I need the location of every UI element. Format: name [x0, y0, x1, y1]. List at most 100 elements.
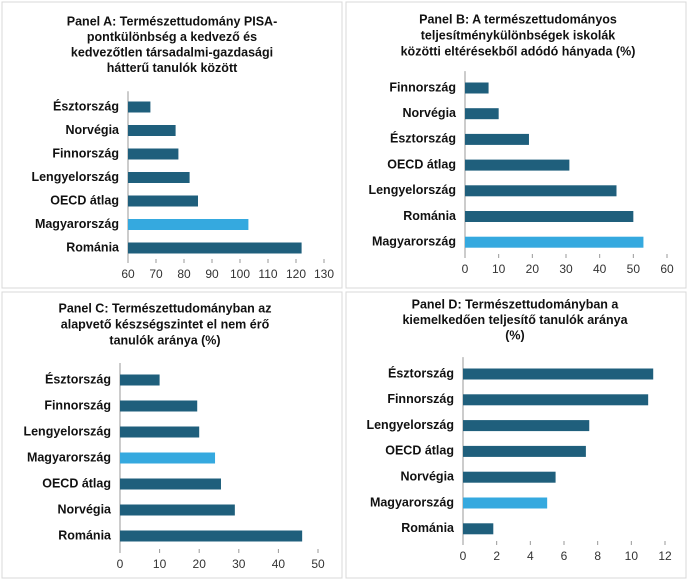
x-tick-label: 0 [117, 557, 124, 571]
panel-frame [345, 1, 687, 289]
bar [120, 530, 303, 542]
bar [120, 452, 216, 464]
category-label: Lengyelország [31, 170, 119, 184]
x-tick-label: 90 [205, 267, 219, 281]
panel-title: tanulók aránya (%) [109, 333, 220, 347]
bar [120, 504, 235, 516]
category-label: Románia [58, 528, 112, 542]
bar [120, 426, 200, 438]
category-label: Magyarország [370, 495, 454, 509]
panel-title: Panel A: Természettudomány PISA- [67, 14, 277, 28]
bar [463, 445, 586, 457]
category-label: Észtország [390, 131, 456, 146]
x-tick-label: 0 [462, 262, 469, 276]
bar [463, 420, 590, 432]
category-label: Lengyelország [368, 183, 456, 197]
bar [128, 125, 176, 136]
category-label: Észtország [388, 365, 454, 380]
category-label: Magyarország [35, 217, 119, 231]
x-tick-label: 30 [232, 557, 246, 571]
x-tick-label: 6 [561, 549, 568, 563]
x-tick-label: 40 [593, 262, 607, 276]
panel-title: Panel C: Természettudományban az [58, 301, 271, 315]
category-label: Norvégia [66, 123, 121, 137]
category-label: Norvégia [403, 106, 458, 120]
bar [463, 394, 649, 406]
x-tick-label: 30 [559, 262, 573, 276]
x-tick-label: 0 [460, 549, 467, 563]
category-label: Finnország [389, 80, 456, 94]
bar [465, 236, 644, 248]
x-tick-label: 2 [493, 549, 500, 563]
bar [465, 133, 529, 145]
category-label: Lengyelország [23, 424, 111, 438]
category-label: Magyarország [372, 234, 456, 248]
bar [128, 195, 198, 207]
panel-title: kedvezőtlen társadalmi-gazdasági [71, 45, 273, 59]
category-label: Finnország [44, 398, 111, 412]
bar [128, 148, 179, 160]
x-tick-label: 12 [658, 549, 672, 563]
category-label: Románia [66, 240, 120, 254]
category-label: OECD átlag [387, 157, 456, 171]
bar [465, 159, 570, 171]
bar [463, 497, 548, 509]
bar [128, 219, 249, 230]
category-label: Észtország [53, 98, 119, 113]
x-tick-label: 10 [625, 549, 639, 563]
bar [465, 108, 499, 120]
category-label: Finnország [52, 146, 119, 160]
bar [465, 211, 634, 222]
bar [120, 374, 160, 386]
x-tick-label: 10 [492, 262, 506, 276]
category-label: Románia [401, 521, 455, 535]
x-tick-label: 50 [311, 557, 325, 571]
category-label: Norvégia [58, 502, 113, 516]
category-label: OECD átlag [385, 444, 454, 458]
panel-title: Panel B: A természettudományos [419, 12, 617, 26]
panel-title: közötti eltérésekből adódó hányada (%) [401, 44, 636, 58]
bar [128, 172, 190, 183]
bar [120, 400, 198, 412]
category-label: Finnország [387, 392, 454, 406]
panel-frame [1, 291, 343, 579]
category-label: Norvégia [401, 469, 456, 483]
bar [120, 478, 221, 490]
x-tick-label: 110 [258, 267, 277, 281]
x-tick-label: 8 [594, 549, 601, 563]
x-tick-label: 20 [193, 557, 207, 571]
x-tick-label: 130 [314, 267, 334, 281]
x-tick-label: 120 [286, 267, 306, 281]
category-label: Románia [403, 209, 457, 223]
x-tick-label: 20 [526, 262, 540, 276]
x-tick-label: 10 [153, 557, 167, 571]
category-label: Lengyelország [366, 418, 454, 432]
panel-frame [345, 291, 687, 579]
x-tick-label: 50 [627, 262, 641, 276]
panel-title: pontkülönbség a kedvező és [87, 30, 257, 44]
x-tick-label: 60 [660, 262, 674, 276]
x-tick-label: 100 [230, 267, 250, 281]
bar [128, 101, 151, 113]
panel-title: (%) [505, 328, 524, 342]
bar [463, 523, 494, 535]
bar [463, 368, 654, 380]
x-tick-label: 4 [527, 549, 534, 563]
bar [465, 185, 617, 197]
bar [463, 471, 556, 483]
panel-frame [1, 1, 343, 289]
x-tick-label: 40 [272, 557, 286, 571]
panel-title: Panel D: Természettudományban a [412, 297, 620, 311]
panel-title: alapvető készségszintet el nem érő [61, 317, 270, 331]
panel-title: teljesítménykülönbségek iskolák [421, 28, 616, 42]
bar [128, 242, 302, 254]
category-label: Észtország [45, 371, 111, 386]
category-label: Magyarország [27, 450, 111, 464]
x-tick-label: 60 [121, 267, 135, 281]
category-label: OECD átlag [42, 476, 111, 490]
panel-title: kiemelkedően teljesítő tanulók aránya [402, 313, 628, 327]
x-tick-label: 70 [149, 267, 163, 281]
bar [465, 82, 489, 94]
x-tick-label: 80 [177, 267, 191, 281]
